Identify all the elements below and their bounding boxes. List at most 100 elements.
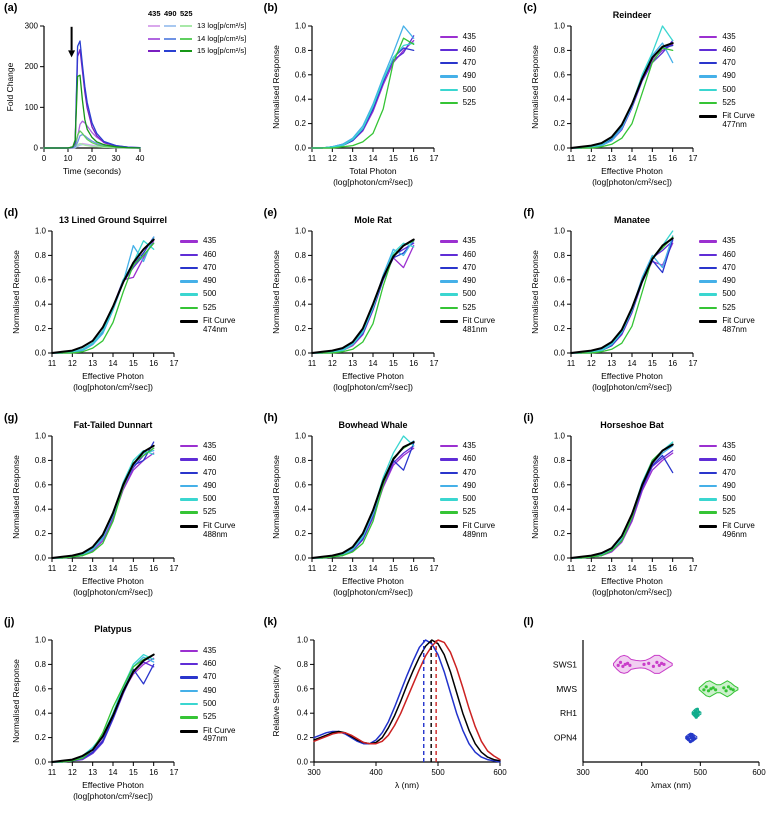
legend-item-525: 525 [439,303,495,313]
x-tick-label: 12 [587,564,596,573]
x-tick-label: 16 [409,154,418,163]
legend-label: 500 [722,494,736,504]
legend-label: 470 [203,262,217,272]
x-tick-label: 15 [389,359,398,368]
x-tick-label: 300 [307,768,321,777]
legend-label: 490 [462,276,477,286]
legend-row: 14 log[p/cm²/s] [148,34,246,43]
plot-area-k: 300 400 500 600 0.0 0.2 0.4 0.6 0.8 1.0 λ (nm) Rela… [268,614,508,814]
x-tick-label: 16 [149,564,158,573]
x-axis-label: Effective Photon [82,576,144,586]
y-tick-label: 1.0 [295,22,307,31]
x-tick-label: 500 [431,768,445,777]
legend-item-435: 435 [699,441,754,451]
legend-label: 525 [462,507,477,517]
legend-item-470: 470 [699,263,754,273]
x-axis-label: λ (nm) [395,780,419,790]
legend-label: 500 [462,494,477,504]
series-fit-line [570,443,675,559]
y-axis-label: Fold Change [5,62,15,111]
plot-b: 11 12 13 14 15 16 17 0.0 0.2 0.4 0.6 0.8 1.0 Total Ph… [271,22,439,188]
legend-swatch [180,471,198,474]
panel-letter-e: (e) [263,206,278,219]
data-point [689,740,693,744]
legend-item-435: 435 [699,32,754,42]
legend-item-435: 435 [439,441,495,451]
plot-area-g: 11 12 13 14 15 16 17 0.0 0.2 0.4 0.6 0.8 1.0 Fat-Tail… [8,410,180,610]
legend-header: 435 490 525 [148,9,246,18]
series-460-line [311,242,415,354]
legend-label: 435 [203,236,217,246]
legend-swatch [699,458,718,461]
x-tick-label: 12 [328,564,337,573]
legend-item-470: 470 [180,468,235,478]
y-tick-label: 0.0 [554,144,566,153]
panel-l: (l) 300 400 500 600 SWS1 MWS RH1 OPN4 λmax (nm) [519,614,779,819]
legend-item-500: 500 [439,85,476,95]
x-tick-label: 14 [368,564,377,573]
panel-letter-g: (g) [4,411,19,424]
legend-label: 525 [722,507,736,517]
x-tick-label: 13 [608,564,617,573]
y-tick-label: 1.0 [35,431,47,440]
series-525-line [570,47,674,149]
legend-label: 490 [462,480,477,490]
legend-item-490: 490 [699,481,754,491]
data-point [714,688,718,692]
x-tick-label: 14 [109,359,118,368]
legend-item-435: 435 [699,236,754,246]
legend-label: 490 [462,71,477,81]
y-tick-label: 0.0 [35,553,47,562]
violin-mws [699,680,739,698]
y-category-label: SWS1 [553,660,577,670]
legend-label: 460 [203,659,217,669]
legend-swatch [148,37,160,40]
x-tick-label: 12 [587,359,596,368]
legend-item-525: 525 [180,508,235,517]
x-tick-label: 12 [587,154,596,163]
panel-title: Fat-Tailed Dunnart [74,420,153,430]
legend-swatch [439,101,458,105]
legend-item-525: 525 [699,303,754,313]
y-tick-label: 0.4 [554,299,566,308]
legend-swatch [148,25,160,28]
series-525-line [311,239,415,354]
x-axis-label: Effective Photon [601,576,663,586]
y-tick-label: 300 [25,22,39,31]
series-500-line [311,242,415,354]
legend-swatch [699,484,718,488]
x-tick-label: 12 [328,359,337,368]
data-point [628,664,632,668]
y-tick-label: 0.4 [35,299,47,308]
plot-l: 300 400 500 600 SWS1 MWS RH1 OPN4 λmax (nm) [553,640,767,790]
x-tick-label: 11 [48,359,57,368]
series-fit-line [51,238,155,354]
legend-item-fit-curve: Fit Curve 474nm [180,316,235,335]
legend-label: 460 [203,249,217,259]
series-525-line [570,443,674,559]
legend-item-490: 490 [180,686,235,696]
series-470-line [311,239,415,354]
data-point [642,663,646,667]
y-axis-label: Normalised Response [271,250,281,334]
legend-swatch [699,101,718,105]
legend-item-470: 470 [439,468,495,478]
series-525-line [311,37,415,149]
legend-swatch [699,253,718,256]
y-tick-label: 0.0 [295,144,307,153]
x-tick-label: 14 [109,564,118,573]
legend-item-525: 525 [180,303,235,313]
x-tick-label: 16 [669,154,678,163]
legend-swatch [699,280,718,283]
y-tick-label: 0.4 [295,95,307,104]
x-tick-label: 14 [368,359,377,368]
y-axis-label: Relative Sensitivity [271,665,281,737]
legend-label: 460 [722,44,736,54]
plot-k: 300 400 500 600 0.0 0.2 0.4 0.6 0.8 1.0 λ (nm) Rela… [271,636,507,791]
legend-swatch [699,524,718,528]
legend-item-525: 525 [699,508,754,517]
y-tick-label: 0.4 [35,709,47,718]
x-tick-label: 15 [648,359,657,368]
legend-label: 460 [722,249,736,259]
x-axis-label: (log[photon/cm²/sec]) [592,382,672,392]
